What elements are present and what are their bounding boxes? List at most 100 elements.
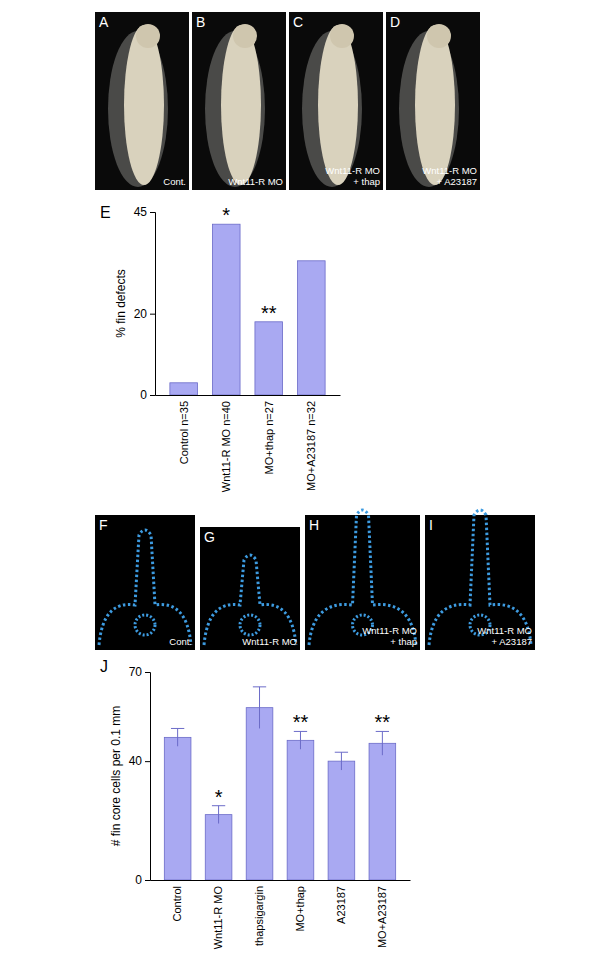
photo-panel: B Wnt11-R MO <box>192 12 286 190</box>
error-stem <box>300 731 301 749</box>
tick-label: Control n=35 <box>178 401 190 464</box>
tick: 0 <box>140 388 155 402</box>
panel-background <box>200 527 300 650</box>
bar <box>246 708 273 880</box>
panel-label: C <box>293 14 303 30</box>
nuclei-outline <box>99 530 191 645</box>
nuclei-outline <box>429 510 531 645</box>
panel-label: D <box>390 14 400 30</box>
panel-background <box>95 12 189 190</box>
panel-caption: Wnt11-R MO <box>477 625 532 636</box>
panel-background <box>289 12 383 190</box>
panel-caption: + thap <box>390 636 417 647</box>
panel-caption: + thap <box>353 176 380 187</box>
significance-marker: ** <box>261 302 277 324</box>
panel-background <box>192 12 286 190</box>
tick: MO+A23187 n=32 <box>305 395 317 491</box>
panel-caption: + A23187 <box>492 636 532 647</box>
tick-label: Wnt11-R MO n=40 <box>220 401 232 492</box>
tick-label: 0 <box>135 873 142 887</box>
tick-mark <box>150 212 155 213</box>
section-panel: G Wnt11-R MO <box>200 527 300 650</box>
tick-label: thapsigargin <box>253 886 265 946</box>
embryo-head <box>233 24 257 48</box>
bar <box>170 383 198 395</box>
photo-panel: DWnt11-R MO+ A23187 <box>386 12 480 190</box>
tick: MO+thap <box>294 880 306 932</box>
significance-marker: ** <box>375 711 391 733</box>
embryo-head <box>136 24 160 48</box>
x-axis: Control n=35 Wnt11-R MO n=40 MO+thap n=27 M… <box>156 395 341 492</box>
photo-panel: CWnt11-R MO+ thap <box>289 12 383 190</box>
tick-mark <box>145 672 150 673</box>
axis-line <box>156 395 341 396</box>
tick: Wnt11-R MO <box>212 880 224 949</box>
panel-label: J <box>100 658 108 675</box>
embryo-body <box>318 25 358 185</box>
panel-label: I <box>429 517 433 533</box>
section-panel: H Wnt11-R MO+ thap <box>305 510 420 650</box>
tick: thapsigargin <box>253 880 265 946</box>
embryo-head <box>427 24 451 48</box>
section-panel: I Wnt11-R MO+ A23187 <box>425 510 535 650</box>
bar-chart: 0 20 45 Control n=35 Wnt11-R MO n=40 MO+thap … <box>100 204 341 492</box>
tick-label: 45 <box>134 205 148 219</box>
panel-label: H <box>309 517 319 533</box>
panel-caption: Cont. <box>163 176 186 187</box>
tick-label: 20 <box>134 307 148 321</box>
error-bar <box>171 728 184 746</box>
panel-label: G <box>204 529 215 545</box>
bar <box>205 815 232 880</box>
embryo-body <box>415 25 455 185</box>
tick-label: Control <box>171 886 183 921</box>
tick: Control <box>171 880 183 921</box>
tick-label: MO+thap n=27 <box>263 401 275 474</box>
figure: ACont.BWnt11-R MOCWnt11-R MO+ thapDWnt11… <box>0 0 612 972</box>
error-stem <box>382 731 383 755</box>
panel-background <box>305 515 420 650</box>
panel-caption: Wnt11-R MO <box>362 625 417 636</box>
panel-label: A <box>99 14 109 30</box>
tick-label: 70 <box>129 665 143 679</box>
tick-label: MO+thap <box>294 886 306 932</box>
tick-label: 40 <box>129 754 143 768</box>
tick: A23187 <box>335 880 347 924</box>
tick-label: Wnt11-R MO <box>212 886 224 950</box>
axis-line <box>150 213 156 396</box>
panel-background <box>386 12 480 190</box>
panel-background <box>425 515 535 650</box>
error-bar <box>294 731 307 749</box>
embryo-body <box>124 25 164 185</box>
bar <box>287 740 314 880</box>
photo-panel: A Cont. <box>95 12 189 190</box>
section-panel: FCont. <box>95 515 195 650</box>
bar <box>255 322 283 395</box>
y-axis-title: % fin defects <box>114 269 128 338</box>
tick: 40 <box>129 754 150 768</box>
significance-marker: * <box>215 786 223 808</box>
significance-marker: ** <box>293 711 309 733</box>
tick: 70 <box>129 665 150 679</box>
error-stem <box>341 752 342 770</box>
tick: 20 <box>134 307 155 321</box>
y-axis: 0 40 70 <box>129 665 151 887</box>
tick: Control n=35 <box>178 395 190 464</box>
panel-caption: Cont. <box>169 636 192 647</box>
error-bar <box>376 731 389 755</box>
embryo-body <box>221 25 261 185</box>
panel-caption: Wnt11-R MO <box>242 636 297 647</box>
significance-marker: * <box>222 204 230 226</box>
tick-label: A23187 <box>335 886 347 924</box>
error-bar <box>253 687 266 729</box>
neural-tube <box>135 615 155 635</box>
bar <box>212 224 240 395</box>
tick-label: MO+A23187 <box>376 886 388 948</box>
bar <box>164 737 191 880</box>
panel-caption: Wnt11-R MO <box>228 176 283 187</box>
bar <box>328 761 355 880</box>
bar <box>369 743 396 880</box>
panel-label: B <box>196 14 205 30</box>
tick: 0 <box>135 873 150 887</box>
bar-chart: 0 40 70 Control Wnt11-R MO thapsigargin MO+tha… <box>100 658 411 949</box>
tick-mark <box>145 880 150 881</box>
